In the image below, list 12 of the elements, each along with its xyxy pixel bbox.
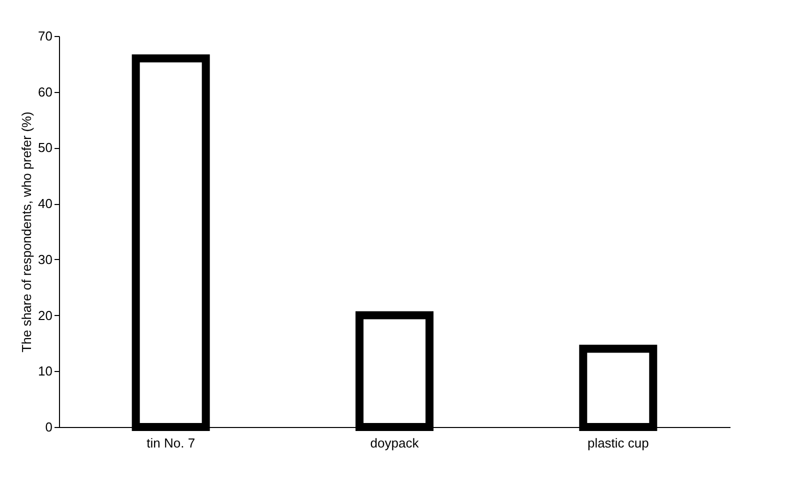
y-tick-label: 70 (38, 28, 52, 44)
y-axis-title: The share of respondents, who prefer (%) (19, 112, 34, 352)
x-tick-label: plastic cup (587, 436, 649, 450)
y-tick-label: 50 (38, 140, 52, 156)
x-tick-label: doypack (370, 436, 420, 450)
y-tick-label: 10 (38, 364, 52, 379)
y-tick-label: 60 (38, 84, 52, 100)
y-tick-label: 30 (38, 252, 52, 267)
x-tick-label: tin No. 7 (146, 436, 196, 450)
y-tick-label: 0 (45, 420, 52, 434)
y-tick-label: 20 (38, 308, 52, 323)
y-tick-label: 40 (38, 196, 52, 212)
